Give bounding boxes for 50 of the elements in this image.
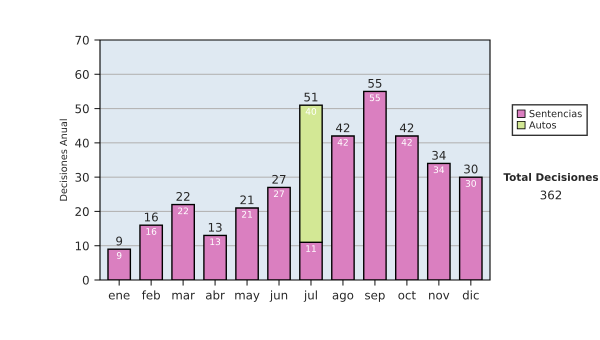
x-tick-label: nov bbox=[429, 292, 450, 300]
total-label: 9 bbox=[116, 236, 122, 246]
total-label: 13 bbox=[208, 222, 222, 232]
x-tick-label: ago bbox=[332, 292, 354, 302]
data-label: 34 bbox=[434, 166, 444, 174]
data-label: 42 bbox=[338, 138, 348, 146]
data-label: 11 bbox=[306, 245, 316, 252]
total-label: 16 bbox=[144, 212, 158, 222]
total-label: 42 bbox=[336, 123, 350, 132]
x-tick-label: dic bbox=[462, 290, 479, 300]
x-tick-label: may bbox=[235, 292, 260, 302]
x-tick-label: oct bbox=[398, 291, 416, 300]
total-label: 30 bbox=[464, 164, 478, 174]
data-label: 21 bbox=[242, 210, 252, 218]
data-label: 30 bbox=[466, 180, 476, 187]
y-tick-label: 20 bbox=[75, 207, 89, 216]
total-label: 27 bbox=[272, 174, 286, 184]
y-tick-label: 60 bbox=[75, 70, 89, 79]
total-label: 55 bbox=[368, 78, 382, 88]
data-label: 16 bbox=[146, 228, 156, 235]
x-tick-label: ene bbox=[108, 292, 130, 300]
data-label: 27 bbox=[274, 190, 284, 198]
total-label: 22 bbox=[176, 192, 190, 201]
data-label: 40 bbox=[306, 108, 316, 115]
data-label: 22 bbox=[178, 207, 188, 214]
total-label: 21 bbox=[240, 195, 254, 204]
x-tick-label: sep bbox=[365, 292, 385, 302]
x-tick-label: jun bbox=[270, 290, 288, 302]
x-tick-label: jul bbox=[304, 290, 317, 302]
y-tick-label: 30 bbox=[75, 172, 89, 182]
data-label: 55 bbox=[370, 94, 380, 102]
x-tick-label: abr bbox=[206, 290, 225, 300]
y-axis-title: Decisiones Anual bbox=[60, 119, 68, 201]
y-tick-label: 70 bbox=[76, 36, 89, 45]
total-label: 51 bbox=[304, 92, 318, 102]
y-tick-label: 10 bbox=[76, 241, 89, 250]
y-tick-label: 50 bbox=[75, 104, 89, 114]
y-tick-label: 40 bbox=[75, 138, 89, 148]
text: Total Decisiones bbox=[503, 172, 598, 182]
x-tick-label: feb bbox=[142, 290, 160, 300]
x-tick-label: mar bbox=[172, 292, 195, 300]
text: 362 bbox=[540, 190, 562, 200]
legend-label: Sentencias bbox=[530, 110, 582, 118]
data-label: 13 bbox=[210, 238, 220, 246]
legend-label: Autos bbox=[529, 121, 556, 129]
data-label: 42 bbox=[402, 138, 412, 146]
total-label: 42 bbox=[400, 123, 414, 132]
total-label: 34 bbox=[432, 150, 446, 160]
data-label: 9 bbox=[116, 252, 122, 259]
y-tick-label: 0 bbox=[82, 276, 89, 285]
